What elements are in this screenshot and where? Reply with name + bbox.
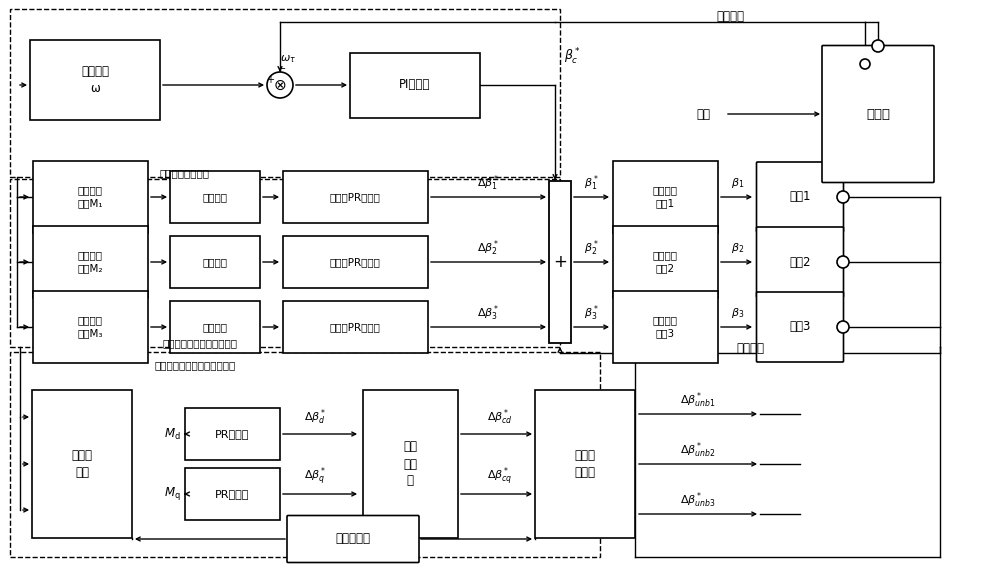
Text: −: − (278, 64, 286, 74)
Text: 相位补偿: 相位补偿 (202, 322, 228, 332)
Circle shape (267, 72, 293, 98)
Text: $\Delta\beta_{unb3}^*$: $\Delta\beta_{unb3}^*$ (680, 490, 716, 510)
Text: $\Delta\beta_{unb2}^*$: $\Delta\beta_{unb2}^*$ (680, 440, 716, 460)
Bar (10, 352, 600, 557)
Text: 高谐波PR控制器: 高谐波PR控制器 (330, 192, 380, 202)
Text: 科尔曼
变换: 科尔曼 变换 (72, 449, 92, 479)
Text: $\Delta\beta_{cd}^*$: $\Delta\beta_{cd}^*$ (487, 407, 513, 427)
Text: $\Delta\beta_1^*$: $\Delta\beta_1^*$ (477, 173, 499, 193)
FancyBboxPatch shape (32, 390, 132, 538)
Text: 高谐波PR控制器: 高谐波PR控制器 (330, 257, 380, 267)
Text: $\beta_1$: $\beta_1$ (731, 176, 745, 190)
Text: 高谐波PR控制器: 高谐波PR控制器 (330, 322, 380, 332)
Text: 相位补偿: 相位补偿 (202, 192, 228, 202)
Text: $\Delta\beta_{unb1}^*$: $\Delta\beta_{unb1}^*$ (680, 390, 716, 410)
Text: 风力机: 风力机 (866, 107, 890, 121)
Text: 叶根拍打
弯矩M₁: 叶根拍打 弯矩M₁ (77, 185, 103, 209)
FancyBboxPatch shape (612, 226, 718, 298)
Text: +: + (553, 253, 567, 271)
Text: +: + (266, 75, 274, 85)
Text: 叶片2: 叶片2 (789, 256, 811, 268)
Text: 变桨驱动
系统3: 变桨驱动 系统3 (652, 316, 678, 339)
Text: 叶片1: 叶片1 (789, 190, 811, 204)
FancyBboxPatch shape (612, 291, 718, 363)
FancyBboxPatch shape (184, 468, 280, 520)
Text: 相位补偿: 相位补偿 (202, 257, 228, 267)
Circle shape (872, 40, 884, 52)
Text: 叶片3: 叶片3 (789, 320, 811, 334)
Text: $\Delta\beta_2^*$: $\Delta\beta_2^*$ (477, 238, 499, 258)
Text: $\Delta\beta_d^*$: $\Delta\beta_d^*$ (304, 407, 326, 427)
FancyBboxPatch shape (170, 301, 260, 353)
Text: 统一变桨控制回路: 统一变桨控制回路 (160, 168, 210, 178)
FancyBboxPatch shape (170, 171, 260, 223)
FancyBboxPatch shape (549, 181, 571, 343)
Bar (10, 9, 560, 177)
FancyBboxPatch shape (362, 390, 458, 538)
Text: 变桨驱动
系统2: 变桨驱动 系统2 (652, 250, 678, 273)
FancyBboxPatch shape (757, 227, 844, 297)
Text: 转速测量: 转速测量 (716, 10, 744, 24)
Text: 平衡载荷独立变桨控制回路: 平衡载荷独立变桨控制回路 (162, 338, 238, 348)
Text: $M_\mathrm{d}$: $M_\mathrm{d}$ (164, 426, 180, 441)
FancyBboxPatch shape (30, 40, 160, 120)
FancyBboxPatch shape (822, 46, 934, 182)
Text: 叶轮转速
ω: 叶轮转速 ω (81, 65, 109, 95)
Circle shape (837, 191, 849, 203)
FancyBboxPatch shape (757, 162, 844, 232)
Circle shape (837, 256, 849, 268)
Text: $\Delta\beta_{cq}^*$: $\Delta\beta_{cq}^*$ (487, 466, 513, 488)
Text: 科尔曼
逆变换: 科尔曼 逆变换 (574, 449, 596, 479)
Text: $\Delta\beta_q^*$: $\Delta\beta_q^*$ (304, 466, 326, 488)
FancyBboxPatch shape (283, 171, 428, 223)
FancyBboxPatch shape (757, 292, 844, 362)
FancyBboxPatch shape (184, 408, 280, 460)
Circle shape (837, 321, 849, 333)
FancyBboxPatch shape (350, 53, 480, 118)
FancyBboxPatch shape (612, 161, 718, 233)
FancyBboxPatch shape (32, 161, 148, 233)
Text: 叶轮位置角: 叶轮位置角 (336, 533, 370, 545)
Text: PR控制器: PR控制器 (215, 429, 249, 439)
Text: 叶根拍打
弯矩M₂: 叶根拍打 弯矩M₂ (77, 250, 103, 273)
FancyBboxPatch shape (170, 236, 260, 288)
Text: ⊗: ⊗ (274, 77, 286, 92)
Text: 风速: 风速 (696, 107, 710, 121)
Text: PR控制器: PR控制器 (215, 489, 249, 499)
FancyBboxPatch shape (283, 236, 428, 288)
Text: 载荷测量: 载荷测量 (736, 343, 764, 355)
FancyBboxPatch shape (535, 390, 635, 538)
Text: $M_\mathrm{q}$: $M_\mathrm{q}$ (164, 485, 180, 503)
Text: $\omega_\tau$: $\omega_\tau$ (280, 53, 296, 65)
FancyBboxPatch shape (283, 301, 428, 353)
Text: 不平衡载荷独立变桨控制回路: 不平衡载荷独立变桨控制回路 (154, 360, 236, 370)
Text: $\beta_2^*$: $\beta_2^*$ (584, 238, 600, 258)
Text: $\beta_1^*$: $\beta_1^*$ (584, 173, 600, 193)
Bar (10, 179, 560, 347)
Text: 解耦
控制
器: 解耦 控制 器 (403, 440, 417, 488)
FancyBboxPatch shape (32, 291, 148, 363)
Text: PI控制器: PI控制器 (399, 78, 431, 92)
Text: $\Delta\beta_3^*$: $\Delta\beta_3^*$ (477, 303, 499, 323)
FancyBboxPatch shape (32, 226, 148, 298)
Circle shape (860, 59, 870, 69)
Text: 变桨驱动
系统1: 变桨驱动 系统1 (652, 185, 678, 209)
Text: $\beta_c^*$: $\beta_c^*$ (564, 47, 580, 67)
Text: $\beta_3$: $\beta_3$ (731, 306, 745, 320)
FancyBboxPatch shape (287, 515, 419, 563)
Text: $\beta_3^*$: $\beta_3^*$ (584, 303, 600, 323)
Text: $\beta_2$: $\beta_2$ (731, 241, 745, 255)
Text: 叶根拍打
弯矩M₃: 叶根拍打 弯矩M₃ (77, 316, 103, 339)
